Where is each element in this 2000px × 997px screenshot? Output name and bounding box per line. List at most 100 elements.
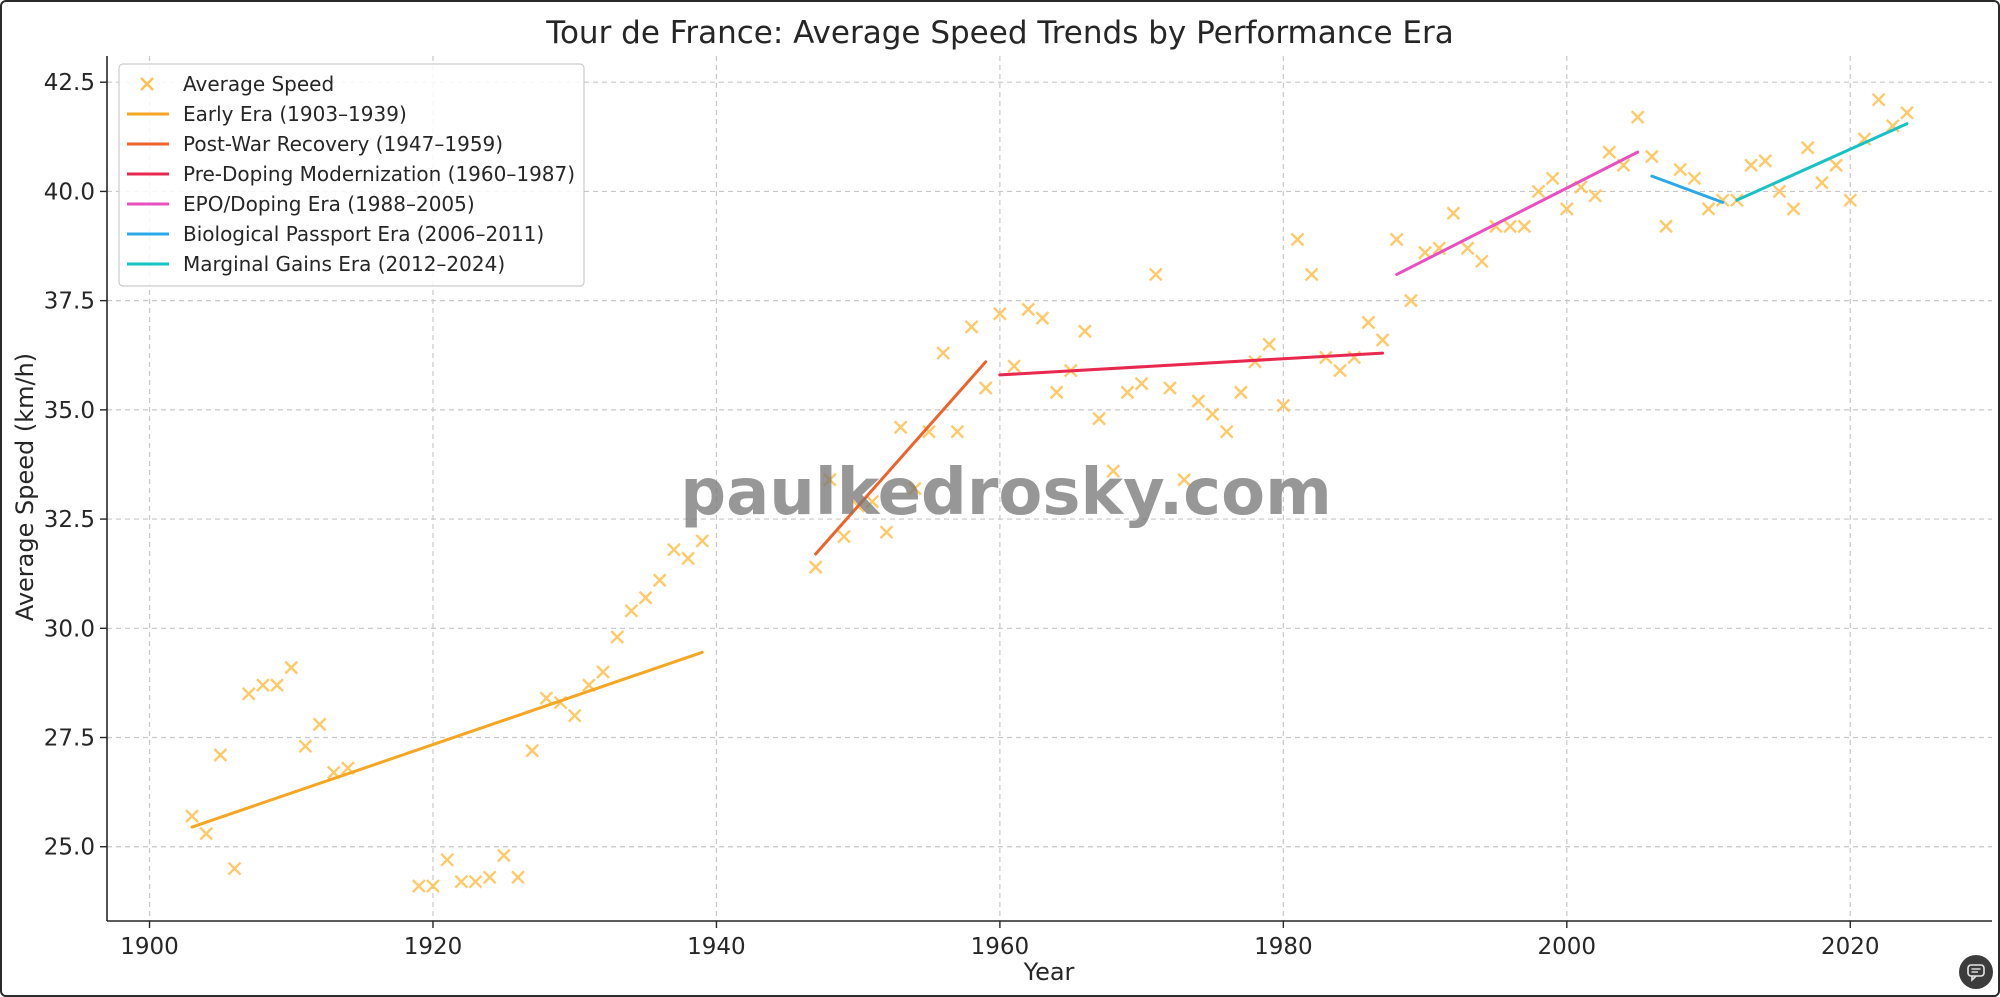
- y-tick-label: 42.5: [44, 70, 95, 96]
- data-point: [1389, 232, 1404, 247]
- data-point: [185, 809, 199, 823]
- chat-icon: [1967, 964, 1985, 982]
- data-point: [695, 534, 710, 548]
- data-point: [411, 879, 426, 893]
- data-point: [426, 879, 440, 893]
- scatter-series: [185, 92, 1914, 893]
- data-point: [624, 603, 639, 618]
- data-point: [454, 874, 469, 889]
- data-point: [1559, 202, 1574, 216]
- legend-label: Early Era (1903–1939): [183, 102, 407, 126]
- y-tick-label: 32.5: [44, 507, 95, 533]
- data-point: [1630, 110, 1645, 125]
- data-point: [1602, 145, 1617, 159]
- data-point: [1333, 363, 1347, 378]
- data-point: [567, 708, 582, 723]
- data-point: [1035, 311, 1050, 325]
- data-point: [1503, 219, 1517, 234]
- data-point: [993, 306, 1007, 321]
- data-point: [1163, 381, 1177, 395]
- data-point: [1219, 424, 1234, 439]
- data-point: [298, 739, 313, 754]
- data-point: [525, 743, 540, 758]
- data-point: [284, 660, 299, 675]
- data-point: [270, 678, 284, 692]
- trend-lines: [190, 122, 1909, 829]
- data-point: [1375, 333, 1390, 347]
- data-point: [950, 424, 965, 439]
- x-tick-label: 1960: [971, 934, 1030, 960]
- data-point: [1049, 385, 1064, 400]
- data-point: [1177, 472, 1191, 487]
- data-point: [1786, 202, 1801, 216]
- legend-label: Average Speed: [183, 72, 334, 96]
- data-point: [1092, 411, 1106, 426]
- data-point: [1120, 385, 1135, 400]
- data-point: [482, 870, 497, 885]
- data-point: [1659, 219, 1673, 234]
- data-point: [1531, 184, 1546, 199]
- trend-line: [814, 360, 988, 556]
- legend-label: Post-War Recovery (1947–1959): [183, 132, 503, 156]
- data-point: [199, 826, 214, 841]
- data-point: [1078, 324, 1092, 339]
- legend-label: Marginal Gains Era (2012–2024): [183, 252, 505, 276]
- axes: [106, 56, 1992, 922]
- y-tick-label: 25.0: [44, 835, 95, 861]
- data-point: [667, 542, 681, 557]
- data-point: [1205, 407, 1220, 422]
- chart-title: Tour de France: Average Speed Trends by …: [545, 15, 1453, 51]
- data-point: [468, 874, 483, 889]
- data-point: [1843, 193, 1858, 208]
- data-point: [822, 472, 837, 487]
- data-point: [1687, 171, 1702, 186]
- data-point: [893, 420, 908, 435]
- data-point: [1148, 267, 1163, 282]
- data-point: [312, 717, 327, 732]
- y-tick-label: 40.0: [44, 179, 95, 205]
- data-point: [1800, 140, 1815, 155]
- ticks: 1900 1920 1940 1960 1980 2000 2020 25.0 27.5 30.0…: [44, 70, 1880, 960]
- x-tick-label: 1900: [120, 934, 179, 960]
- y-tick-label: 37.5: [44, 289, 95, 315]
- data-point: [936, 346, 951, 360]
- legend-label: EPO/Doping Era (1988–2005): [183, 192, 475, 216]
- x-tick-label: 2020: [1821, 934, 1880, 960]
- data-point: [1233, 385, 1248, 400]
- data-point: [213, 748, 228, 762]
- data-point: [511, 870, 525, 885]
- data-point: [922, 424, 936, 439]
- legend-label: Pre-Doping Modernization (1960–1987): [183, 162, 575, 186]
- data-point: [652, 573, 667, 588]
- data-point: [1815, 175, 1829, 190]
- data-point: [638, 590, 653, 605]
- y-tick-label: 30.0: [44, 616, 95, 642]
- data-point: [1446, 206, 1461, 221]
- data-point: [1134, 376, 1149, 391]
- x-tick-label: 1980: [1254, 934, 1313, 960]
- data-point: [1772, 184, 1787, 199]
- y-tick-label: 35.0: [44, 398, 95, 424]
- chat-button[interactable]: [1959, 955, 1993, 989]
- data-point: [1715, 193, 1730, 208]
- data-point: [1545, 171, 1560, 186]
- data-point: [1474, 254, 1489, 269]
- data-point: [1007, 359, 1021, 374]
- data-point: [440, 852, 454, 867]
- x-tick-label: 1920: [404, 934, 463, 960]
- data-point: [1744, 158, 1758, 173]
- data-point: [241, 686, 256, 701]
- data-point: [1262, 337, 1277, 352]
- data-point: [1404, 293, 1418, 308]
- y-tick-label: 27.5: [44, 726, 95, 752]
- data-point: [908, 481, 922, 496]
- data-point: [539, 691, 554, 706]
- data-point: [1304, 267, 1319, 282]
- x-axis-label: Year: [1023, 958, 1075, 986]
- data-point: [964, 320, 979, 334]
- trend-line: [1735, 122, 1909, 202]
- data-point: [1361, 315, 1376, 330]
- x-tick-label: 1940: [687, 934, 746, 960]
